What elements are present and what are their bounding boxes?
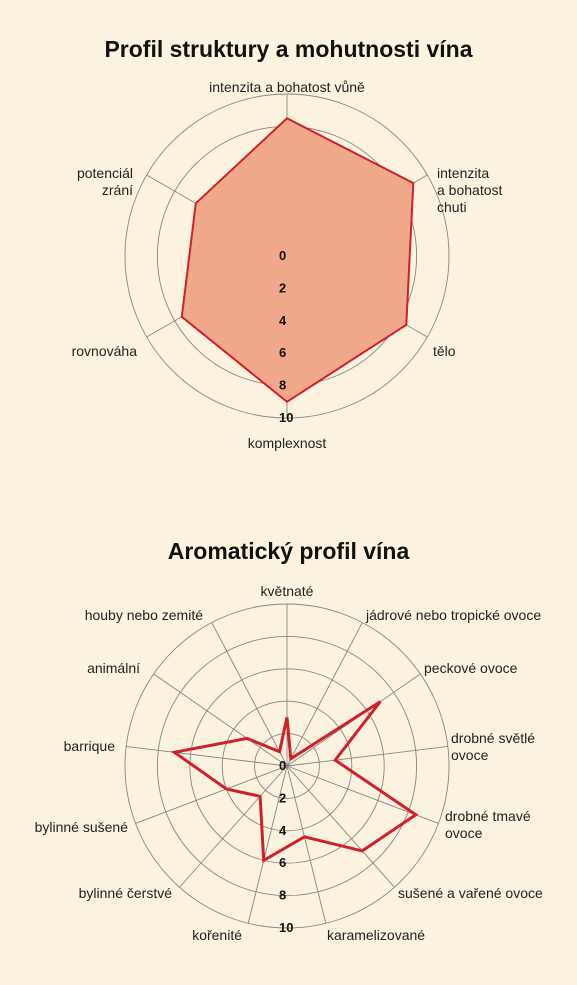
axis-label: barrique [64, 738, 116, 754]
axis-spoke [286, 746, 448, 767]
axis-label: komplexnost [248, 435, 327, 451]
axis-label: animální [87, 660, 140, 676]
axis-label: jádrové nebo tropické ovoce [365, 607, 541, 623]
axis-spoke [286, 765, 327, 924]
axis-label: potenciál zrání [77, 165, 133, 198]
axis-spoke [286, 765, 395, 888]
axis-spoke [153, 673, 288, 767]
axis-label: kořenité [192, 927, 242, 943]
axis-label: karamelizované [327, 927, 425, 943]
axis-spoke [135, 765, 288, 824]
axis-spoke [179, 765, 288, 888]
r-tick-label: 4 [279, 313, 287, 328]
axis-label: sušené a vařené ovoce [398, 885, 543, 901]
axis-spoke [286, 622, 363, 767]
r-tick-label: 0 [279, 758, 286, 773]
axis-label: drobné světlé ovoce [451, 730, 535, 763]
r-tick-label: 8 [279, 378, 286, 393]
axis-label: houby nebo zemité [85, 607, 204, 623]
chart-title-structure: Profil struktury a mohutnosti vína [104, 36, 473, 62]
axis-label: bylinné čerstvé [79, 885, 173, 901]
axis-label: tělo [433, 343, 456, 359]
r-tick-label: 8 [279, 888, 286, 903]
axis-label: intenzita a bohatost chuti [437, 165, 502, 215]
r-tick-label: 2 [279, 790, 286, 805]
r-tick-label: 6 [279, 345, 286, 360]
axis-spoke [247, 765, 288, 924]
r-tick-label: 0 [279, 248, 286, 263]
axis-label: rovnováha [72, 343, 138, 359]
data-series-polygon [170, 700, 419, 863]
r-tick-label: 4 [279, 823, 287, 838]
chart-title-aroma: Aromatický profil vína [167, 538, 410, 564]
axis-label: intenzita a bohatost vůně [209, 79, 365, 95]
structure-radar-chart: 0 2 4 6 8 10 intenzita a bohatost vůně intenzit… [72, 79, 503, 451]
axis-spoke [211, 622, 288, 767]
axis-label: drobné tmavé ovoce [445, 808, 531, 841]
r-tick-label: 2 [279, 280, 286, 295]
axis-label: květnaté [261, 583, 314, 599]
axis-label: peckové ovoce [424, 660, 518, 676]
axis-spoke [126, 746, 288, 767]
r-tick-label: 10 [279, 410, 293, 425]
r-tick-label: 6 [279, 855, 286, 870]
r-tick-label: 10 [279, 920, 293, 935]
axis-label: bylinné sušené [35, 819, 129, 835]
